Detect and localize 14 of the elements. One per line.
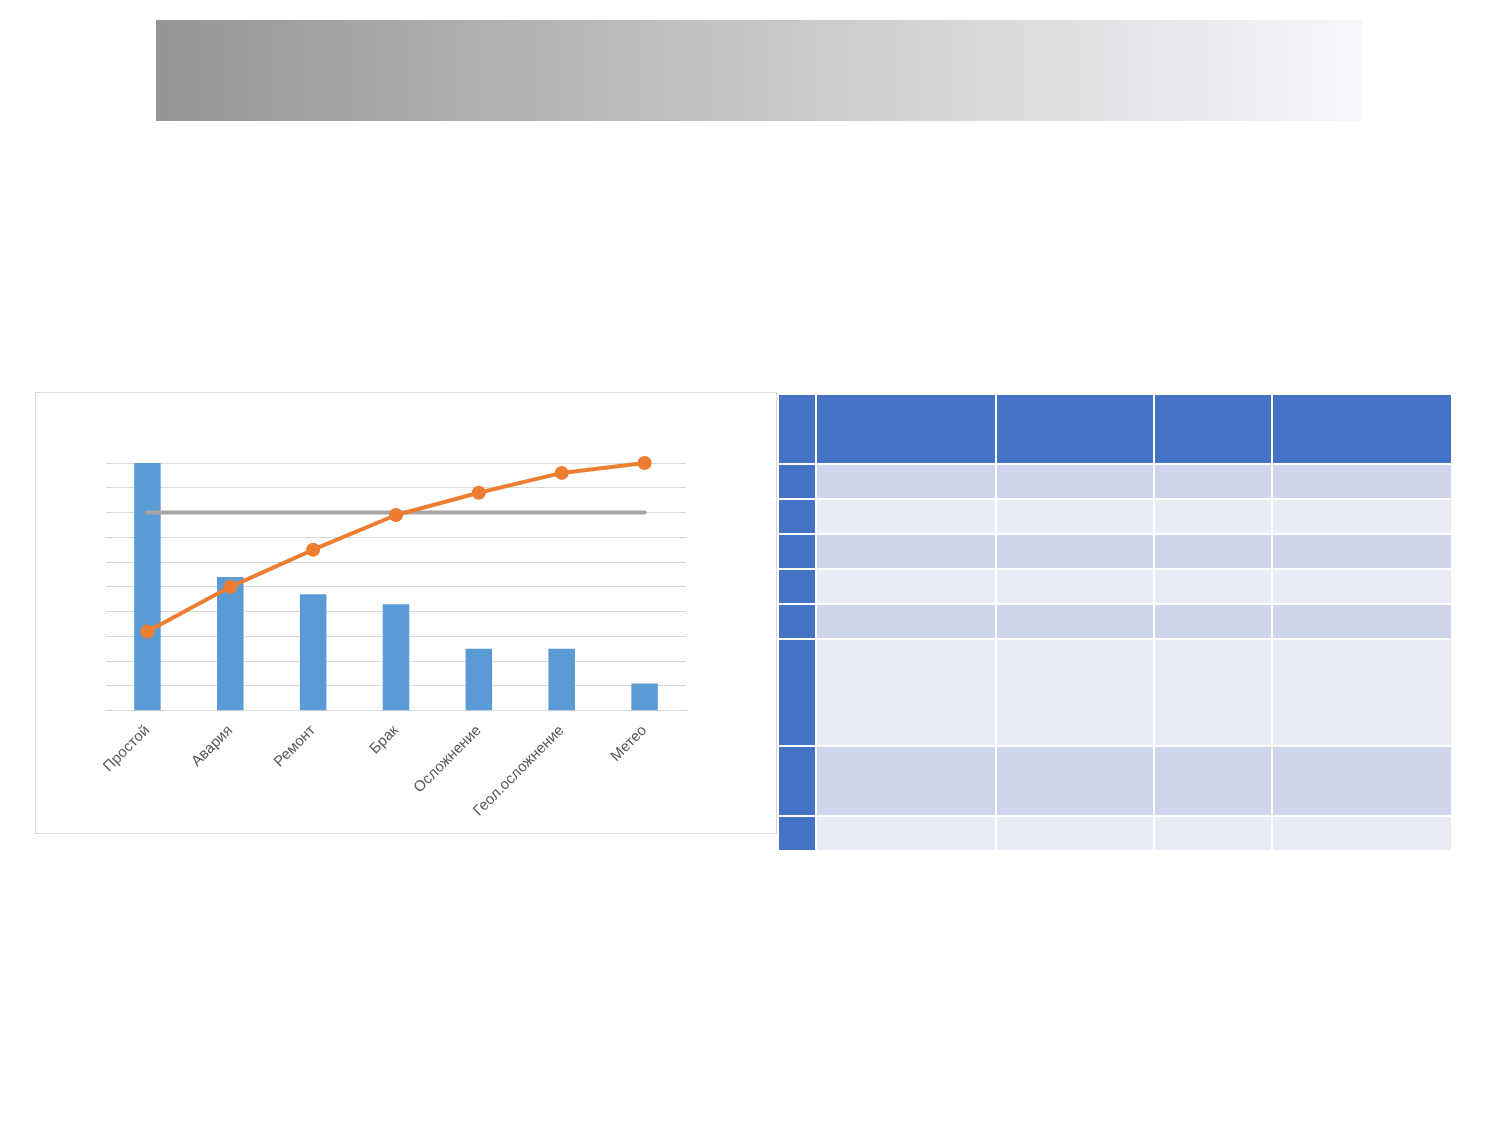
- point: [223, 579, 238, 594]
- point: [637, 456, 652, 470]
- bar: [217, 576, 244, 711]
- bar: [548, 648, 575, 711]
- point: [471, 485, 486, 500]
- point: [554, 465, 569, 480]
- point: [140, 624, 155, 639]
- point: [306, 542, 321, 557]
- bar: [382, 604, 410, 711]
- bar: [465, 648, 493, 711]
- bar: [299, 594, 327, 711]
- point: [389, 508, 403, 523]
- bar: [134, 463, 161, 711]
- bar: [631, 683, 658, 711]
